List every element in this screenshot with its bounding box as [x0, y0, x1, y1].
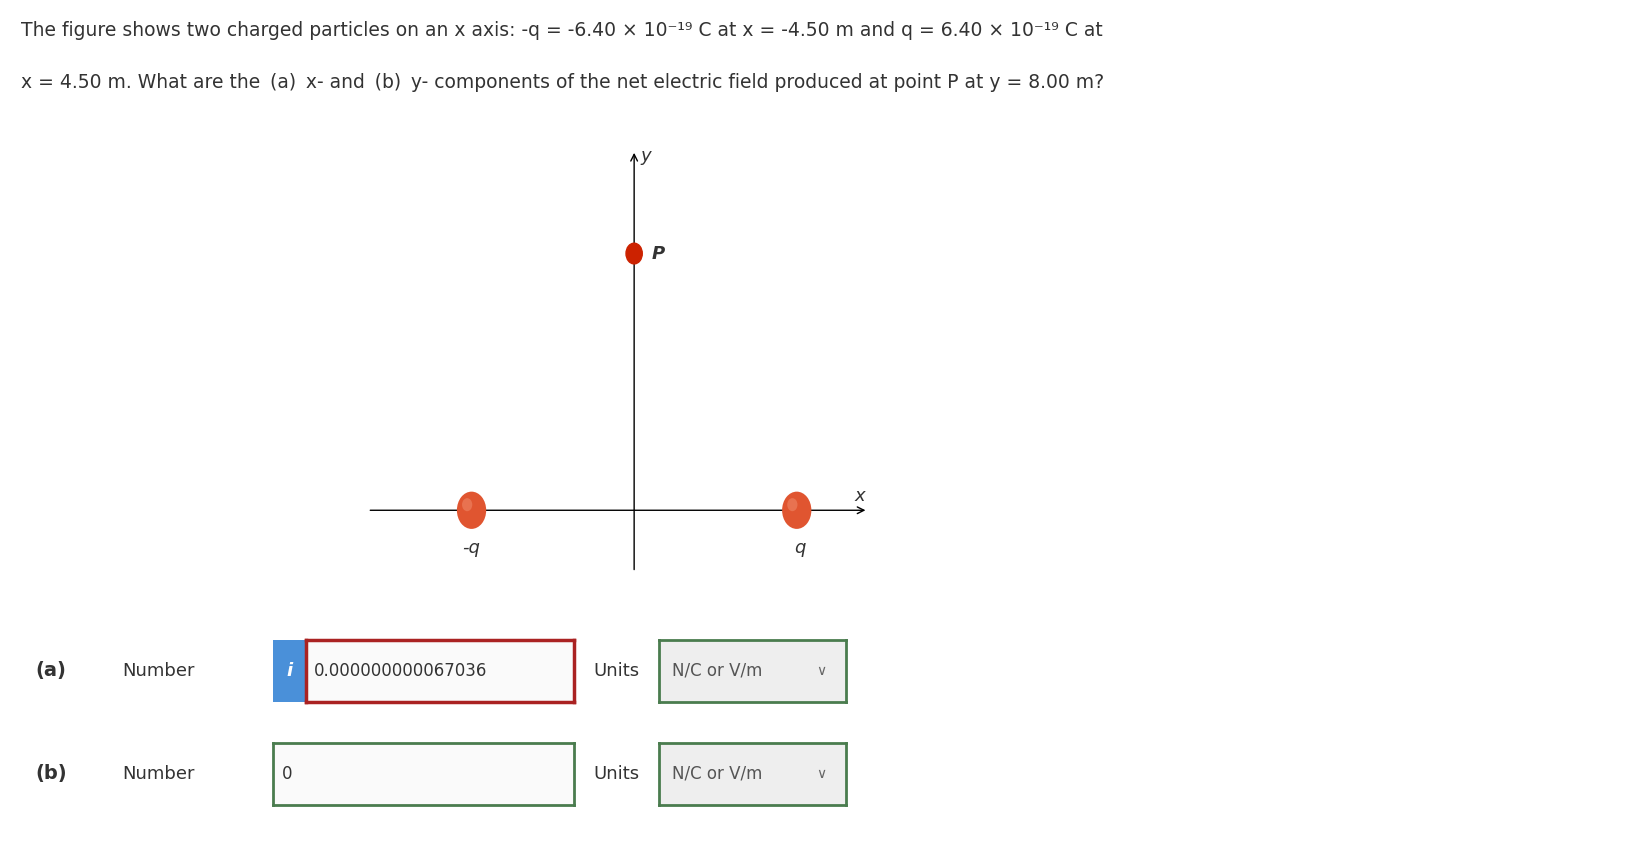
Text: x: x	[855, 487, 865, 505]
Text: 0: 0	[283, 765, 293, 783]
Circle shape	[462, 498, 472, 511]
Text: i: i	[286, 662, 293, 679]
Circle shape	[457, 492, 486, 529]
Text: Units: Units	[593, 662, 639, 679]
Text: 0.000000000067036: 0.000000000067036	[314, 662, 488, 679]
Text: Units: Units	[593, 765, 639, 783]
Text: The figure shows two charged particles on an x axis: -q = -6.40 × 10⁻¹⁹ C at x =: The figure shows two charged particles o…	[21, 22, 1102, 40]
Text: Number: Number	[122, 765, 195, 783]
Text: ∨: ∨	[816, 767, 826, 781]
Circle shape	[787, 498, 797, 511]
Text: P: P	[652, 244, 665, 262]
Text: y: y	[641, 147, 650, 165]
Circle shape	[782, 492, 811, 529]
Circle shape	[626, 243, 642, 264]
Text: N/C or V/m: N/C or V/m	[672, 662, 763, 679]
Text: -q: -q	[463, 538, 480, 556]
Text: q: q	[795, 538, 805, 556]
Text: x = 4.50 m. What are the  (a)  x- and  (b)  y- components of the net electric fi: x = 4.50 m. What are the (a) x- and (b) …	[21, 73, 1104, 92]
Text: Number: Number	[122, 662, 195, 679]
Text: ∨: ∨	[816, 664, 826, 678]
Text: N/C or V/m: N/C or V/m	[672, 765, 763, 783]
Text: (b): (b)	[36, 765, 67, 783]
Text: (a): (a)	[36, 661, 67, 680]
